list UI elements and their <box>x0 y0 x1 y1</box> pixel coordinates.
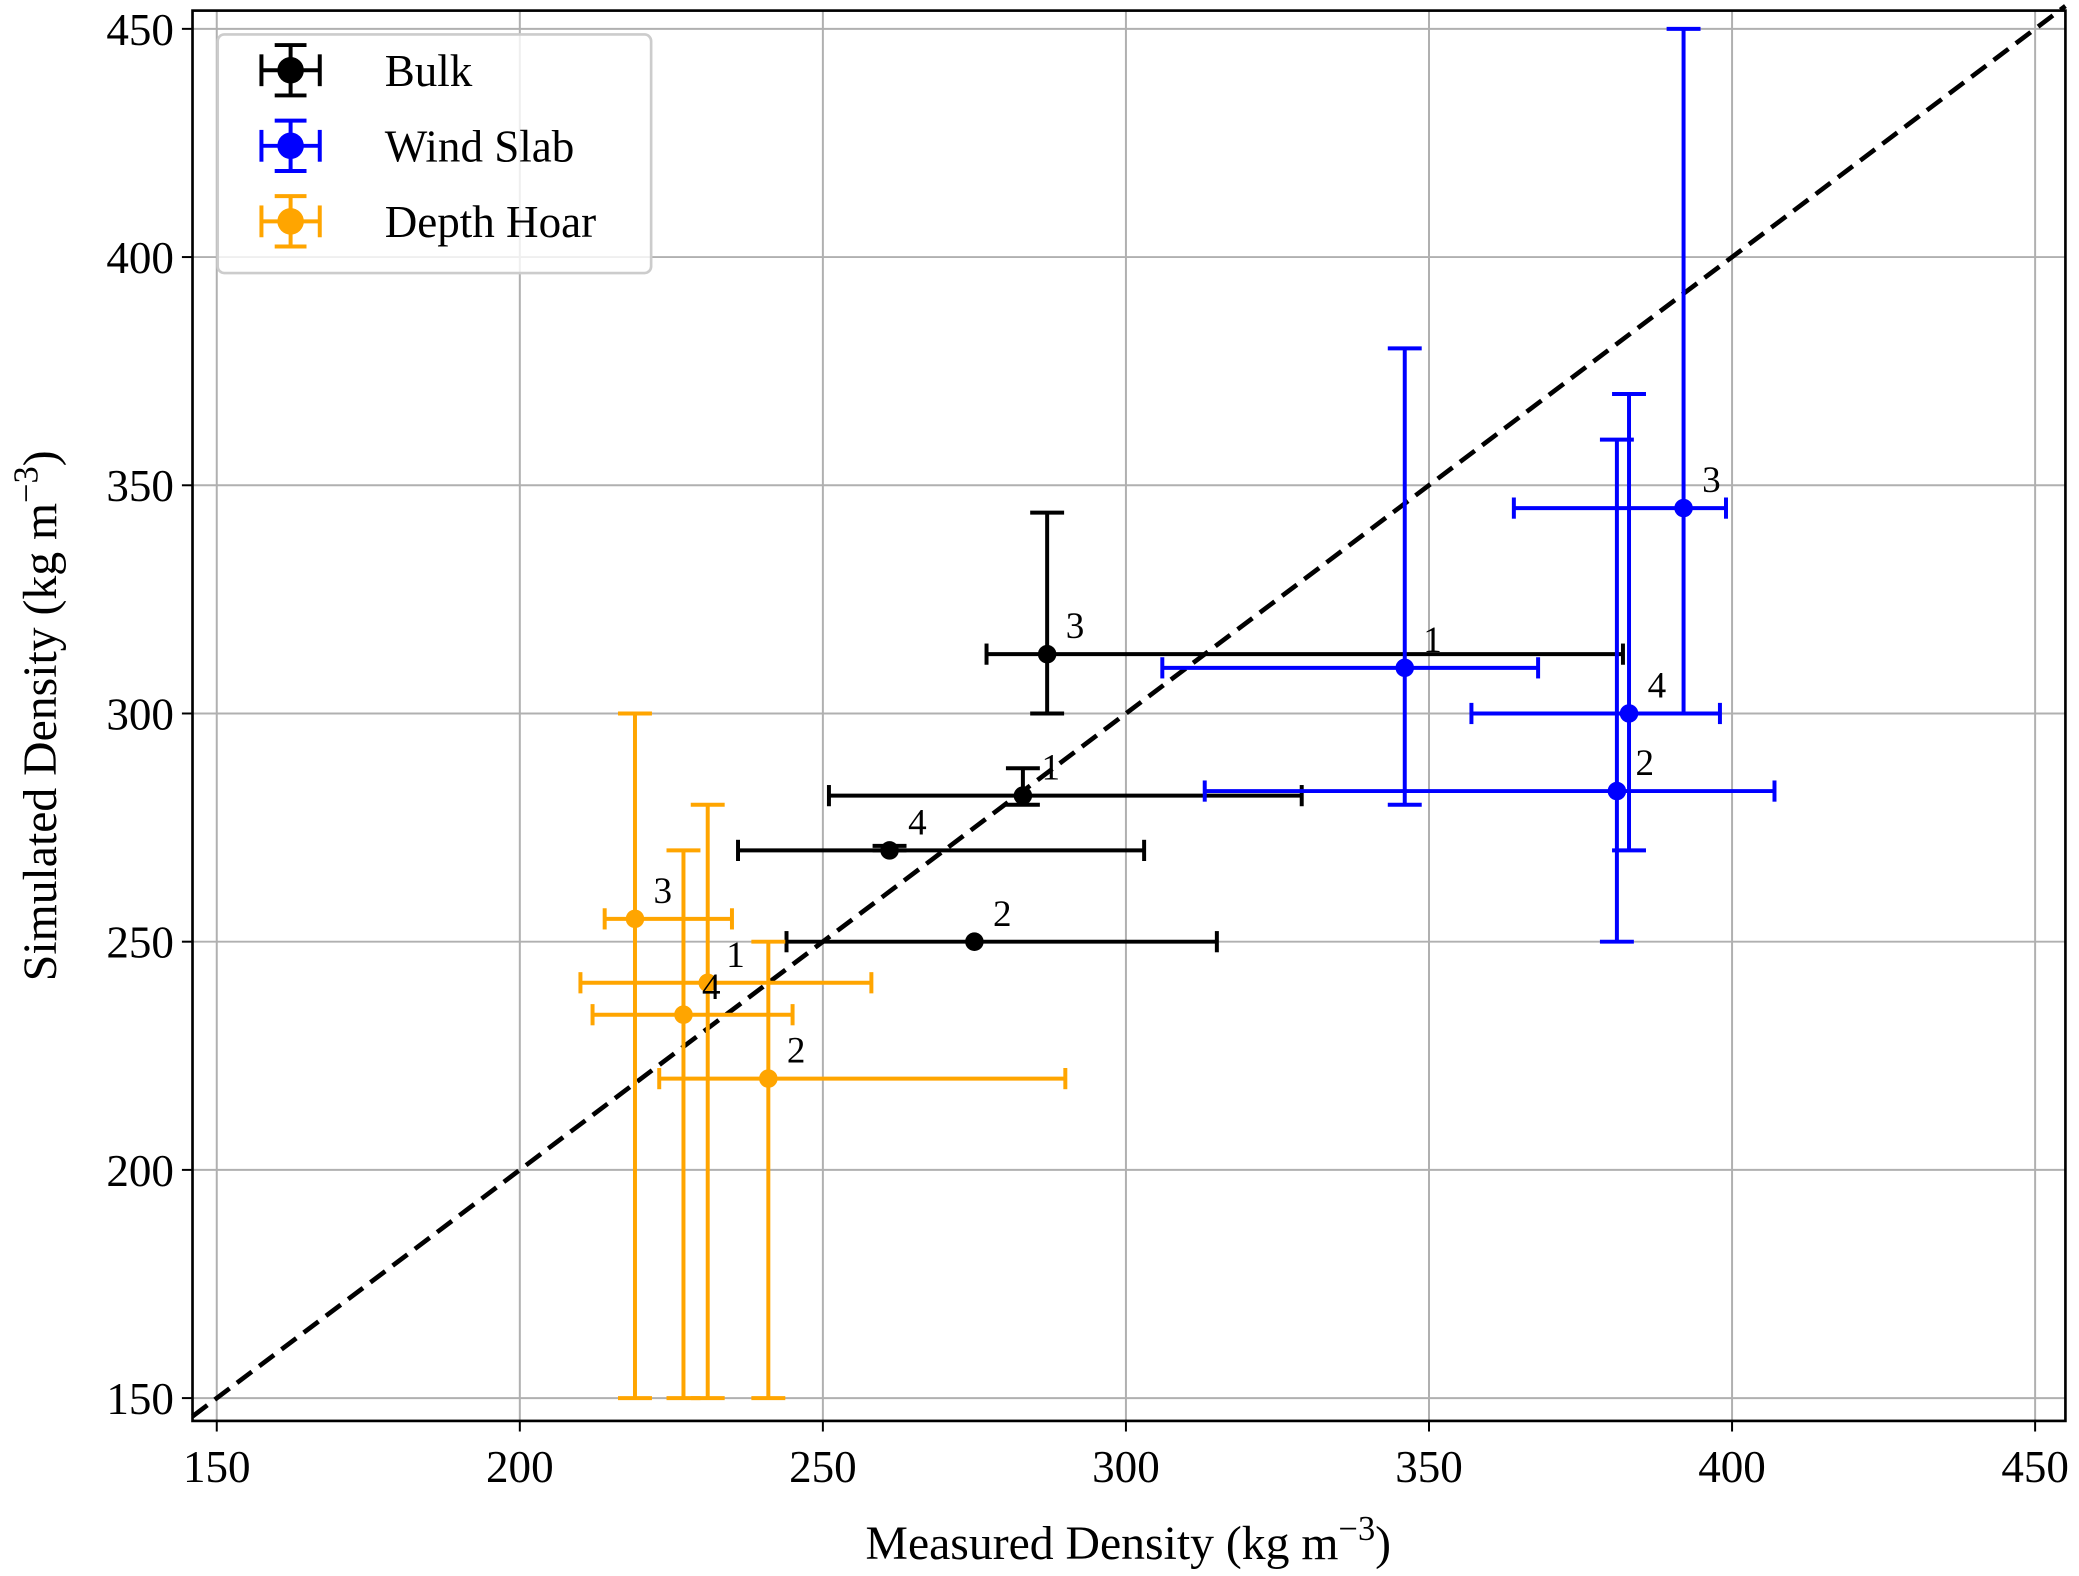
point-label: 1 <box>726 935 745 976</box>
point-label: 1 <box>1423 620 1442 661</box>
identity-reference-line <box>191 4 2067 1419</box>
plot-frame <box>191 9 2067 1423</box>
x-tick-label: 400 <box>1698 1442 1766 1492</box>
x-axis-ticks: 150 200 250 300 350 400 450 <box>183 1420 2069 1492</box>
point-label: 2 <box>993 894 1012 935</box>
data-point <box>698 973 717 993</box>
series-bulk: 1 2 3 4 <box>736 510 1625 953</box>
legend-box <box>216 33 653 275</box>
y-tick-label: 300 <box>106 689 174 739</box>
series-depth-hoar: 1 2 3 4 <box>578 711 1068 1401</box>
data-point <box>674 1005 693 1024</box>
point-label: 2 <box>787 1031 806 1072</box>
y-tick-label: 350 <box>106 461 174 511</box>
point-label: 2 <box>1635 743 1654 784</box>
data-point <box>625 909 645 929</box>
point-label: 1 <box>1041 748 1060 789</box>
data-point <box>1674 498 1693 518</box>
point-label: 4 <box>1648 666 1667 707</box>
data-point <box>1013 786 1033 805</box>
y-tick-label: 200 <box>106 1146 174 1196</box>
data-point <box>880 841 899 860</box>
y-axis-label: Simulated Density (kg m−3) <box>7 450 67 981</box>
legend-entry: Depth Hoar <box>259 194 596 249</box>
y-tick-label: 150 <box>106 1374 174 1424</box>
legend: Bulk Wind Slab Depth Hoar <box>216 33 653 275</box>
x-axis-label: Measured Density (kg m−3) <box>866 1510 1392 1570</box>
data-point <box>759 1069 778 1088</box>
series-wind-slab: 1 2 3 4 <box>1160 26 1777 944</box>
point-label: 3 <box>1702 460 1721 501</box>
point-label: 4 <box>702 967 721 1008</box>
x-tick-label: 150 <box>183 1442 251 1492</box>
one-to-one-line <box>191 4 2067 1419</box>
legend-marker-dot <box>277 132 304 160</box>
data-point <box>1619 704 1639 723</box>
x-tick-label: 300 <box>1092 1442 1160 1492</box>
data-point <box>1037 644 1057 664</box>
legend-marker-dot <box>277 208 304 235</box>
y-tick-label: 400 <box>106 233 174 283</box>
legend-label: Bulk <box>385 46 473 96</box>
y-axis-ticks: 150 200 250 300 350 400 450 <box>106 5 193 1424</box>
data-point <box>965 932 984 951</box>
legend-label: Wind Slab <box>385 122 575 172</box>
legend-label: Depth Hoar <box>385 197 596 247</box>
x-tick-label: 250 <box>789 1442 857 1492</box>
data-point <box>1395 658 1415 678</box>
legend-entry: Wind Slab <box>259 118 575 173</box>
data-point <box>1607 781 1627 801</box>
x-tick-label: 200 <box>486 1442 554 1492</box>
legend-marker-dot <box>277 56 304 84</box>
y-tick-label: 250 <box>106 918 174 968</box>
point-label: 3 <box>1066 606 1085 647</box>
point-label: 3 <box>654 871 673 912</box>
legend-entry: Bulk <box>259 43 473 98</box>
grid-lines <box>192 10 2066 1421</box>
point-label: 4 <box>908 802 927 843</box>
x-tick-label: 450 <box>2001 1442 2069 1492</box>
y-tick-label: 450 <box>106 5 174 55</box>
x-tick-label: 350 <box>1395 1442 1463 1492</box>
